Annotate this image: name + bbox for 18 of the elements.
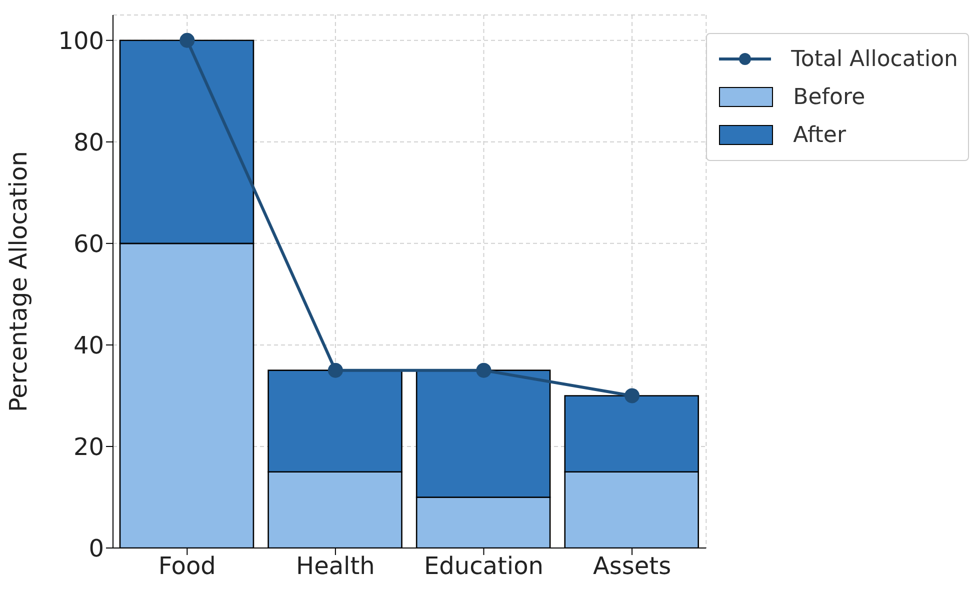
y-tick-label: 20 <box>73 432 104 461</box>
point <box>476 362 492 378</box>
legend-label: Total Allocation <box>791 46 958 72</box>
point <box>624 388 640 404</box>
y-tick-label: 100 <box>58 26 104 55</box>
x-tick-label: Assets <box>592 552 672 580</box>
y-tick-label: 40 <box>73 331 104 360</box>
y-tick-label: 0 <box>88 534 104 563</box>
point <box>180 32 195 48</box>
point <box>328 362 343 378</box>
y-tick-label: 60 <box>73 230 104 258</box>
legend-label: Before <box>793 84 866 110</box>
x-tick-label: Food <box>158 552 216 580</box>
x-tick-label: Education <box>424 552 544 580</box>
y-tick-label: 80 <box>73 128 104 156</box>
y-axis-title: Percentage Allocation <box>4 151 33 412</box>
x-tick-label: Health <box>296 552 375 580</box>
legend-label: After <box>793 122 846 148</box>
